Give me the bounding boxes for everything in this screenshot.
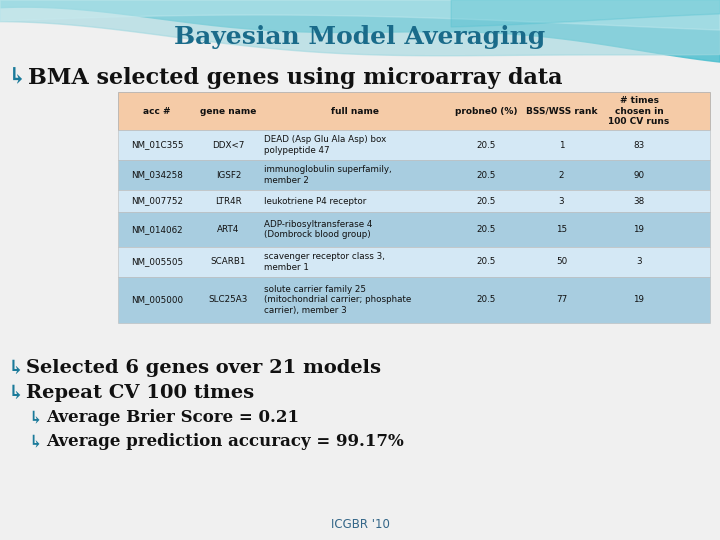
Text: solute carrier family 25
(mitochondrial carrier; phosphate
carrier), member 3: solute carrier family 25 (mitochondrial …	[264, 285, 411, 315]
Text: IGSF2: IGSF2	[216, 171, 241, 179]
Text: # times
chosen in
100 CV runs: # times chosen in 100 CV runs	[608, 96, 670, 126]
Text: DDX<7: DDX<7	[212, 140, 245, 150]
Text: Average Brier Score = 0.21: Average Brier Score = 0.21	[46, 409, 299, 427]
Text: ART4: ART4	[217, 225, 240, 234]
Text: 3: 3	[559, 197, 564, 206]
Text: 90: 90	[634, 171, 644, 179]
Text: gene name: gene name	[200, 106, 257, 116]
Text: NM_007752: NM_007752	[131, 197, 183, 206]
Bar	[118, 247, 710, 277]
Text: ↳: ↳	[28, 409, 42, 427]
Text: LTR4R: LTR4R	[215, 197, 242, 206]
Text: Repeat CV 100 times: Repeat CV 100 times	[26, 384, 254, 402]
Text: 38: 38	[634, 197, 644, 206]
Text: Average prediction accuracy = 99.17%: Average prediction accuracy = 99.17%	[46, 434, 404, 450]
Polygon shape	[0, 0, 720, 30]
Polygon shape	[0, 0, 720, 56]
Text: 77: 77	[556, 295, 567, 305]
Text: 20.5: 20.5	[477, 258, 496, 267]
Bar	[118, 160, 710, 190]
Text: probne0 (%): probne0 (%)	[455, 106, 518, 116]
Text: acc #: acc #	[143, 106, 171, 116]
Text: NM_014062: NM_014062	[131, 225, 183, 234]
Bar	[118, 130, 710, 160]
Text: 20.5: 20.5	[477, 197, 496, 206]
Bar	[118, 277, 710, 323]
Bar	[118, 212, 710, 247]
Text: 19: 19	[634, 225, 644, 234]
Text: immunoglobulin superfamily,
member 2: immunoglobulin superfamily, member 2	[264, 165, 392, 185]
Text: SLC25A3: SLC25A3	[209, 295, 248, 305]
Text: 20.5: 20.5	[477, 295, 496, 305]
Text: SCARB1: SCARB1	[211, 258, 246, 267]
Text: NM_01C355: NM_01C355	[131, 140, 184, 150]
Text: scavenger receptor class 3,
member 1: scavenger receptor class 3, member 1	[264, 252, 385, 272]
Text: full name: full name	[331, 106, 379, 116]
Text: 20.5: 20.5	[477, 225, 496, 234]
Text: Bayesian Model Averaging: Bayesian Model Averaging	[174, 25, 546, 49]
Text: 50: 50	[556, 258, 567, 267]
Text: 3: 3	[636, 258, 642, 267]
Text: NM_005505: NM_005505	[131, 258, 183, 267]
Bar	[118, 190, 710, 212]
Bar	[118, 92, 710, 130]
Text: NM_005000: NM_005000	[131, 295, 183, 305]
Text: Selected 6 genes over 21 models: Selected 6 genes over 21 models	[26, 359, 381, 377]
Text: 83: 83	[634, 140, 644, 150]
Text: 19: 19	[634, 295, 644, 305]
Text: BMA selected genes using microarray data: BMA selected genes using microarray data	[28, 67, 562, 89]
Polygon shape	[451, 0, 720, 27]
Text: ↳: ↳	[8, 67, 27, 89]
Text: leukotriene P4 receptor: leukotriene P4 receptor	[264, 197, 366, 206]
Text: ↳: ↳	[8, 359, 24, 377]
Text: 2: 2	[559, 171, 564, 179]
Text: ↳: ↳	[28, 434, 42, 450]
Text: 20.5: 20.5	[477, 171, 496, 179]
Text: ADP-ribosyltransferase 4
(Dombrock blood group): ADP-ribosyltransferase 4 (Dombrock blood…	[264, 220, 372, 239]
Text: ICGBR '10: ICGBR '10	[330, 517, 390, 530]
Text: ↳: ↳	[8, 384, 24, 402]
Text: 1: 1	[559, 140, 564, 150]
Text: 15: 15	[556, 225, 567, 234]
Text: DEAD (Asp Glu Ala Asp) box
polypeptide 47: DEAD (Asp Glu Ala Asp) box polypeptide 4…	[264, 136, 386, 154]
Text: NM_034258: NM_034258	[131, 171, 183, 179]
Text: 20.5: 20.5	[477, 140, 496, 150]
Polygon shape	[0, 0, 720, 62]
Text: BSS/WSS rank: BSS/WSS rank	[526, 106, 598, 116]
